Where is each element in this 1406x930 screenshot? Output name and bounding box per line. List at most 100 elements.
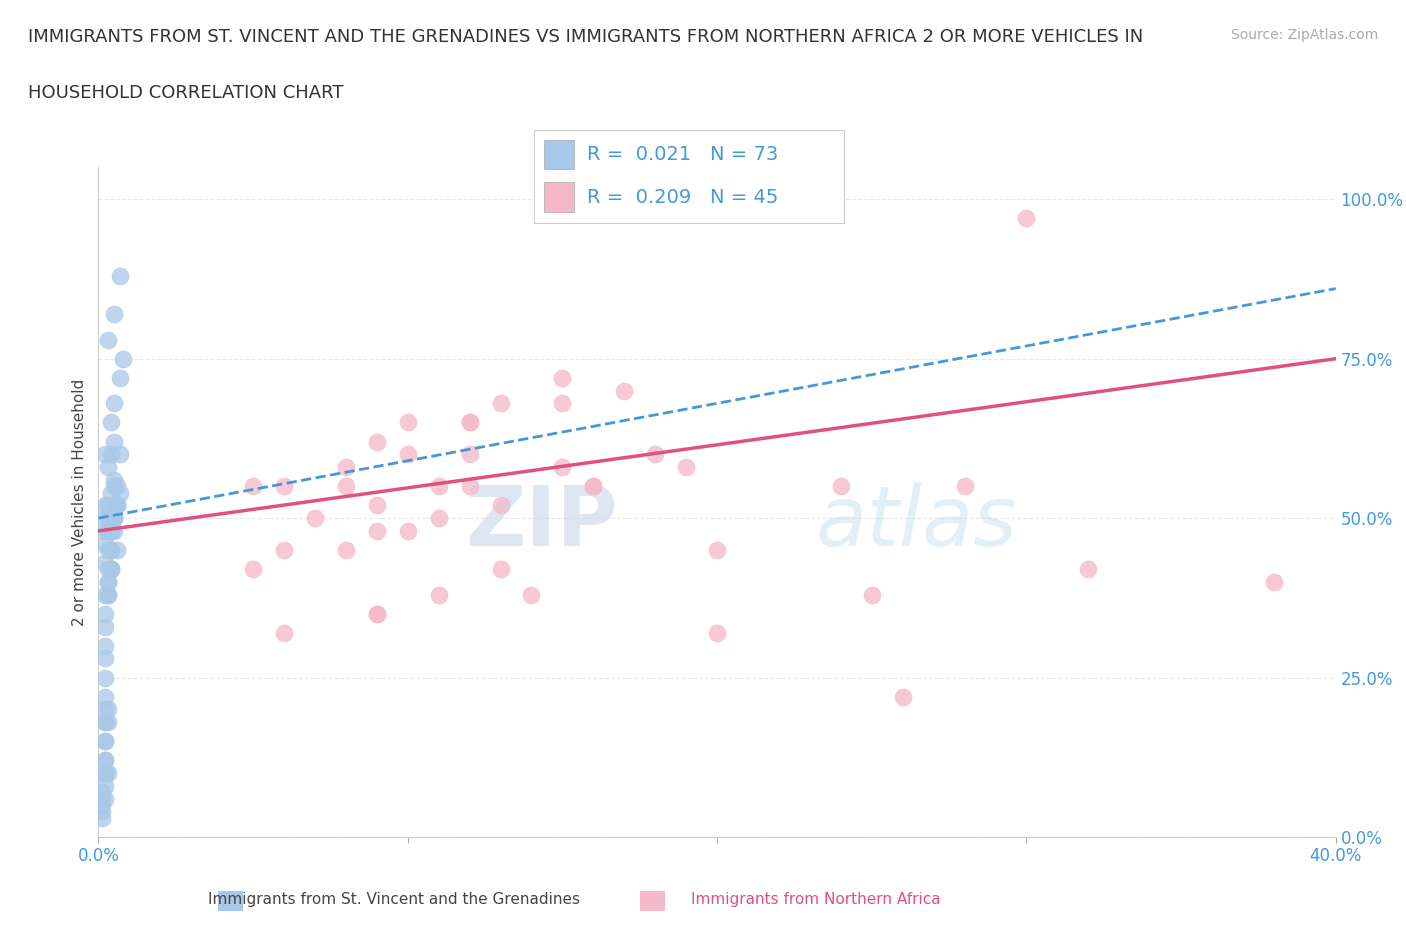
- Point: [953, 479, 976, 494]
- Point: [93, 765, 115, 780]
- Point: [396, 415, 419, 430]
- Point: [458, 415, 481, 430]
- Point: [489, 562, 512, 577]
- Text: R =  0.021   N = 73: R = 0.021 N = 73: [586, 145, 778, 164]
- Point: [97, 765, 120, 780]
- Point: [366, 606, 388, 621]
- Point: [90, 798, 112, 813]
- Point: [335, 459, 357, 474]
- Point: [103, 479, 125, 494]
- Point: [93, 606, 115, 621]
- Point: [93, 511, 115, 525]
- Point: [100, 562, 122, 577]
- Point: [97, 575, 120, 590]
- Point: [93, 734, 115, 749]
- Point: [242, 479, 264, 494]
- Point: [105, 542, 128, 557]
- Point: [100, 562, 122, 577]
- Point: [97, 332, 120, 347]
- Point: [551, 370, 574, 385]
- Point: [93, 537, 115, 551]
- Point: [706, 626, 728, 641]
- Point: [93, 555, 115, 570]
- Point: [108, 269, 131, 284]
- Point: [93, 753, 115, 768]
- Point: [103, 434, 125, 449]
- Point: [551, 396, 574, 411]
- Text: ZIP: ZIP: [465, 482, 619, 563]
- Point: [103, 511, 125, 525]
- Bar: [544, 182, 575, 212]
- Point: [335, 542, 357, 557]
- Point: [100, 415, 122, 430]
- Point: [427, 511, 450, 525]
- Point: [93, 753, 115, 768]
- Point: [100, 542, 122, 557]
- Point: [427, 587, 450, 602]
- Point: [100, 524, 122, 538]
- Point: [100, 447, 122, 462]
- Point: [551, 459, 574, 474]
- Point: [706, 542, 728, 557]
- Point: [93, 734, 115, 749]
- Point: [273, 542, 295, 557]
- Point: [97, 498, 120, 512]
- Point: [273, 479, 295, 494]
- Point: [489, 498, 512, 512]
- Point: [108, 485, 131, 500]
- Point: [93, 498, 115, 512]
- Point: [90, 804, 112, 819]
- Point: [93, 689, 115, 704]
- Point: [582, 479, 605, 494]
- Point: [97, 511, 120, 525]
- Point: [93, 651, 115, 666]
- Point: [97, 459, 120, 474]
- Point: [242, 562, 264, 577]
- Point: [304, 511, 326, 525]
- Point: [860, 587, 883, 602]
- Point: [458, 479, 481, 494]
- Point: [90, 785, 112, 800]
- Text: atlas: atlas: [815, 482, 1018, 563]
- Point: [105, 498, 128, 512]
- Point: [100, 562, 122, 577]
- Point: [489, 396, 512, 411]
- Point: [97, 575, 120, 590]
- Text: Immigrants from Northern Africa: Immigrants from Northern Africa: [690, 892, 941, 907]
- Point: [105, 498, 128, 512]
- Point: [105, 479, 128, 494]
- Text: R =  0.209   N = 45: R = 0.209 N = 45: [586, 188, 779, 206]
- Point: [93, 524, 115, 538]
- Point: [103, 472, 125, 487]
- Point: [675, 459, 697, 474]
- Y-axis label: 2 or more Vehicles in Household: 2 or more Vehicles in Household: [72, 379, 87, 626]
- Point: [97, 542, 120, 557]
- Text: Source: ZipAtlas.com: Source: ZipAtlas.com: [1230, 28, 1378, 42]
- Text: IMMIGRANTS FROM ST. VINCENT AND THE GRENADINES VS IMMIGRANTS FROM NORTHERN AFRIC: IMMIGRANTS FROM ST. VINCENT AND THE GREN…: [28, 28, 1143, 46]
- Point: [108, 447, 131, 462]
- Point: [97, 562, 120, 577]
- Point: [520, 587, 543, 602]
- Point: [830, 479, 852, 494]
- Point: [103, 524, 125, 538]
- Point: [458, 447, 481, 462]
- Point: [97, 587, 120, 602]
- Point: [93, 715, 115, 730]
- Point: [97, 715, 120, 730]
- Point: [103, 396, 125, 411]
- Point: [93, 587, 115, 602]
- Point: [100, 485, 122, 500]
- Point: [90, 810, 112, 825]
- Point: [93, 791, 115, 806]
- Point: [93, 447, 115, 462]
- Point: [396, 447, 419, 462]
- Point: [891, 689, 914, 704]
- Point: [93, 671, 115, 685]
- Point: [97, 702, 120, 717]
- Point: [108, 370, 131, 385]
- Point: [97, 524, 120, 538]
- Text: HOUSEHOLD CORRELATION CHART: HOUSEHOLD CORRELATION CHART: [28, 84, 343, 101]
- Point: [103, 307, 125, 322]
- Point: [93, 715, 115, 730]
- Point: [273, 626, 295, 641]
